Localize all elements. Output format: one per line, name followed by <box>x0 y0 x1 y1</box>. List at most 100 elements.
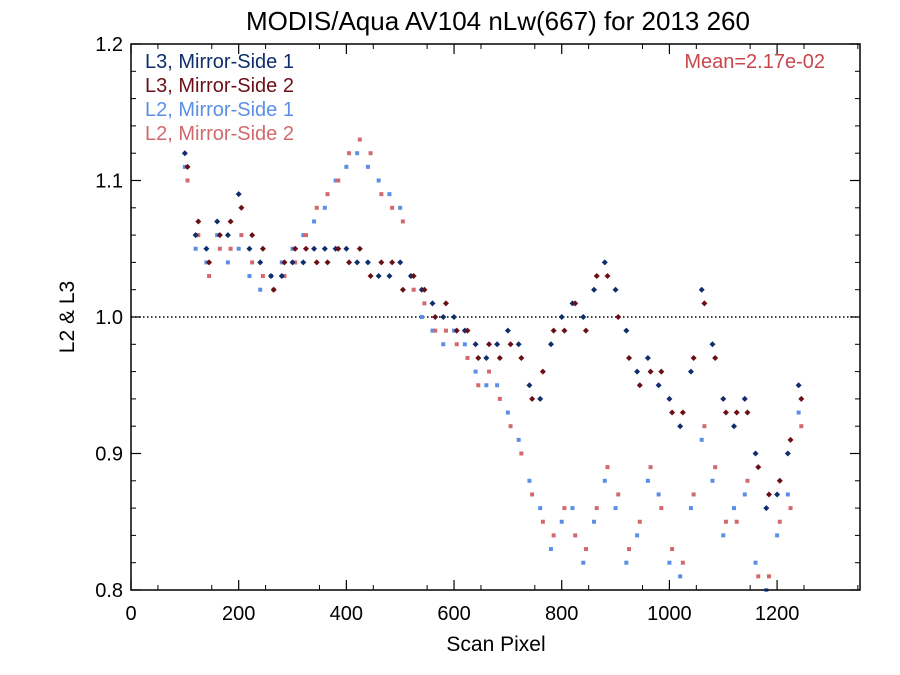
data-point <box>615 314 622 320</box>
data-point <box>203 245 210 252</box>
data-point <box>355 151 360 156</box>
data-point <box>720 395 727 402</box>
x-tick-label: 1000 <box>647 603 692 625</box>
data-point <box>301 233 306 238</box>
data-point <box>343 245 350 252</box>
data-point <box>313 259 320 266</box>
data-point <box>322 205 327 210</box>
data-point <box>612 286 619 293</box>
data-point <box>321 245 328 252</box>
data-point <box>246 245 253 252</box>
data-point <box>755 464 762 471</box>
data-point <box>235 191 242 198</box>
data-point <box>181 150 188 157</box>
data-point <box>333 178 338 183</box>
y-tick-label: 1.2 <box>95 34 123 56</box>
data-point <box>680 560 685 565</box>
data-point <box>465 355 470 360</box>
data-point <box>302 245 309 252</box>
data-point <box>767 574 772 579</box>
data-point <box>667 560 672 565</box>
data-point <box>300 259 307 266</box>
data-point <box>627 547 632 552</box>
data-point <box>519 451 524 456</box>
data-point <box>236 246 241 251</box>
data-point <box>593 273 600 280</box>
data-point <box>495 383 500 388</box>
data-point <box>432 314 439 320</box>
data-point <box>379 192 384 197</box>
data-point <box>670 547 675 552</box>
data-point <box>763 505 770 512</box>
data-point <box>442 300 449 307</box>
data-point <box>227 218 234 225</box>
data-point <box>354 259 361 266</box>
data-point <box>311 245 318 252</box>
data-point <box>547 341 554 348</box>
data-point <box>441 342 446 347</box>
data-point <box>484 383 489 388</box>
data-point <box>497 396 502 401</box>
data-point <box>601 259 608 266</box>
data-point <box>572 300 579 307</box>
data-point <box>570 506 575 511</box>
data-point <box>508 424 513 429</box>
data-point <box>378 259 385 266</box>
chart-title: MODIS/Aqua AV104 nLw(667) for 2013 260 <box>246 6 750 36</box>
data-point <box>278 273 285 280</box>
x-tick-label: 0 <box>125 603 136 625</box>
data-point <box>698 286 705 293</box>
data-point <box>411 287 416 292</box>
data-point <box>422 301 427 306</box>
data-point <box>526 382 533 389</box>
series-1-points <box>184 163 805 498</box>
data-point <box>722 409 729 416</box>
data-point <box>367 273 374 280</box>
data-point <box>494 341 501 348</box>
data-point <box>289 259 296 266</box>
data-point <box>745 478 750 483</box>
data-point <box>376 178 381 183</box>
data-point <box>483 354 490 361</box>
data-point <box>430 328 435 333</box>
data-point <box>410 273 417 280</box>
data-point <box>604 273 611 280</box>
data-point <box>678 574 683 579</box>
data-point <box>518 354 525 361</box>
data-point <box>744 409 751 416</box>
data-point <box>505 410 510 415</box>
data-point <box>559 519 564 524</box>
data-point <box>539 368 546 375</box>
data-point <box>529 395 536 402</box>
legend: L3, Mirror-Side 1L3, Mirror-Side 2L2, Mi… <box>145 51 294 145</box>
data-point <box>731 423 738 430</box>
data-point <box>260 274 265 279</box>
data-point <box>691 492 696 497</box>
data-point <box>709 341 716 348</box>
data-point <box>356 245 363 252</box>
data-point <box>206 259 213 266</box>
data-point <box>527 478 532 483</box>
data-point <box>516 437 521 442</box>
data-point <box>184 163 191 170</box>
data-point <box>228 246 233 251</box>
data-point <box>616 492 621 497</box>
data-point <box>487 369 492 374</box>
data-point <box>453 327 460 334</box>
y-tick-label: 0.8 <box>95 580 123 602</box>
data-point <box>292 245 299 252</box>
data-point <box>238 204 245 211</box>
data-point <box>507 341 514 348</box>
data-point <box>399 286 406 293</box>
data-point <box>699 437 704 442</box>
data-point <box>605 465 610 470</box>
data-point <box>635 533 640 538</box>
data-point <box>623 327 630 334</box>
data-point <box>397 259 404 266</box>
data-point <box>451 314 458 320</box>
data-point <box>530 492 535 497</box>
x-tick-label: 1200 <box>755 603 800 625</box>
data-point <box>224 232 231 239</box>
data-point <box>443 328 448 333</box>
data-point <box>798 395 805 402</box>
